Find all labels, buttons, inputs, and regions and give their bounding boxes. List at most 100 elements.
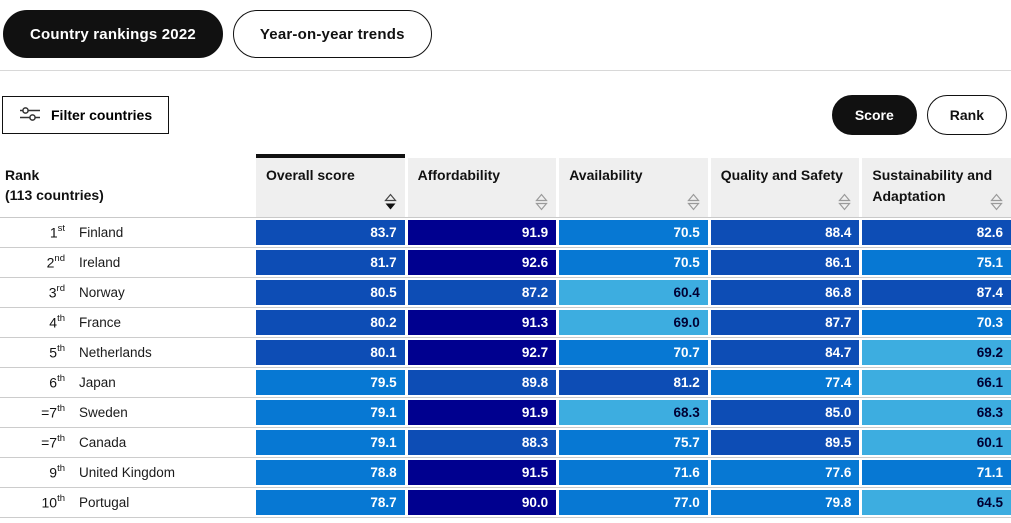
score-cell-availability: 60.4 bbox=[559, 280, 708, 305]
score-cell-affordability: 91.9 bbox=[407, 220, 557, 245]
rankings-table: Rank (113 countries) Overall score Afford… bbox=[0, 154, 1011, 518]
table-row-sweden[interactable]: =7th Sweden 79.1 91.9 68.3 85.0 68.3 bbox=[0, 398, 1011, 428]
rank-value: 10th bbox=[41, 493, 65, 511]
score-cell-affordability: 87.2 bbox=[407, 280, 557, 305]
table-row-ireland[interactable]: 2nd Ireland 81.7 92.6 70.5 86.1 75.1 bbox=[0, 248, 1011, 278]
score-cell-availability: 81.2 bbox=[559, 370, 708, 395]
score-cell-affordability: 91.9 bbox=[407, 400, 557, 425]
table-header-row: Rank (113 countries) Overall score Afford… bbox=[0, 154, 1011, 218]
tab-year-on-year-trends[interactable]: Year-on-year trends bbox=[232, 10, 432, 58]
score-cell-affordability: 91.5 bbox=[407, 460, 557, 485]
column-header-quality-and-safety[interactable]: Quality and Safety bbox=[710, 154, 860, 217]
column-header-label: Sustainability and Adaptation bbox=[872, 167, 993, 204]
score-cell-sustainability-and-adaptation: 82.6 bbox=[862, 220, 1011, 245]
score-cell-overall-score: 79.1 bbox=[256, 430, 405, 455]
score-cell-overall-score: 80.2 bbox=[256, 310, 405, 335]
score-cell-overall-score: 79.5 bbox=[256, 370, 405, 395]
table-row-japan[interactable]: 6th Japan 79.5 89.8 81.2 77.4 66.1 bbox=[0, 368, 1011, 398]
score-cell-availability: 70.5 bbox=[559, 250, 708, 275]
score-cell-quality-and-safety: 89.5 bbox=[710, 430, 860, 455]
country-cell: 6th Japan bbox=[0, 368, 253, 397]
country-name: Portugal bbox=[79, 495, 130, 510]
score-cell-overall-score: 80.1 bbox=[256, 340, 405, 365]
table-row-canada[interactable]: =7th Canada 79.1 88.3 75.7 89.5 60.1 bbox=[0, 428, 1011, 458]
sort-toggle-icon bbox=[990, 193, 1003, 211]
country-name: Japan bbox=[79, 375, 116, 390]
rank-column-header: Rank (113 countries) bbox=[0, 154, 253, 217]
score-cell-sustainability-and-adaptation: 87.4 bbox=[862, 280, 1011, 305]
table-row-finland[interactable]: 1st Finland 83.7 91.9 70.5 88.4 82.6 bbox=[0, 218, 1011, 248]
score-cell-quality-and-safety: 88.4 bbox=[710, 220, 860, 245]
sort-descending-icon bbox=[383, 193, 397, 211]
score-cell-sustainability-and-adaptation: 66.1 bbox=[862, 370, 1011, 395]
score-cell-availability: 70.5 bbox=[559, 220, 708, 245]
score-cell-quality-and-safety: 84.7 bbox=[710, 340, 860, 365]
score-cell-affordability: 92.6 bbox=[407, 250, 557, 275]
table-row-netherlands[interactable]: 5th Netherlands 80.1 92.7 70.7 84.7 69.2 bbox=[0, 338, 1011, 368]
score-cell-availability: 77.0 bbox=[559, 490, 708, 515]
score-cell-affordability: 92.7 bbox=[407, 340, 557, 365]
tab-country-rankings-2022[interactable]: Country rankings 2022 bbox=[3, 10, 223, 58]
score-cell-availability: 68.3 bbox=[559, 400, 708, 425]
rank-value: 5th bbox=[49, 343, 65, 361]
score-cell-sustainability-and-adaptation: 70.3 bbox=[862, 310, 1011, 335]
score-cell-availability: 70.7 bbox=[559, 340, 708, 365]
table-row-france[interactable]: 4th France 80.2 91.3 69.0 87.7 70.3 bbox=[0, 308, 1011, 338]
column-header-label: Overall score bbox=[266, 167, 355, 183]
view-tabs: Country rankings 2022 Year-on-year trend… bbox=[0, 0, 1011, 58]
score-cell-sustainability-and-adaptation: 64.5 bbox=[862, 490, 1011, 515]
score-cell-quality-and-safety: 86.8 bbox=[710, 280, 860, 305]
rank-value: 2nd bbox=[46, 253, 65, 271]
score-cell-overall-score: 80.5 bbox=[256, 280, 405, 305]
column-header-label: Quality and Safety bbox=[720, 167, 843, 183]
score-cell-quality-and-safety: 85.0 bbox=[710, 400, 860, 425]
score-cell-overall-score: 78.7 bbox=[256, 490, 405, 515]
score-cell-availability: 75.7 bbox=[559, 430, 708, 455]
score-cell-quality-and-safety: 86.1 bbox=[710, 250, 860, 275]
score-cell-overall-score: 78.8 bbox=[256, 460, 405, 485]
table-row-norway[interactable]: 3rd Norway 80.5 87.2 60.4 86.8 87.4 bbox=[0, 278, 1011, 308]
country-name: France bbox=[79, 315, 122, 330]
filter-countries-button[interactable]: Filter countries bbox=[2, 96, 170, 134]
score-cell-sustainability-and-adaptation: 60.1 bbox=[862, 430, 1011, 455]
column-header-sustainability-and-adaptation[interactable]: Sustainability and Adaptation bbox=[862, 154, 1011, 217]
score-cell-overall-score: 79.1 bbox=[256, 400, 405, 425]
score-cell-affordability: 88.3 bbox=[407, 430, 557, 455]
score-cell-affordability: 91.3 bbox=[407, 310, 557, 335]
score-cell-overall-score: 83.7 bbox=[256, 220, 405, 245]
score-cell-sustainability-and-adaptation: 75.1 bbox=[862, 250, 1011, 275]
controls-bar: Filter countries Score Rank bbox=[0, 71, 1011, 135]
filter-sliders-icon bbox=[19, 105, 41, 126]
score-cell-sustainability-and-adaptation: 68.3 bbox=[862, 400, 1011, 425]
rank-header-line2: (113 countries) bbox=[5, 187, 104, 203]
country-name: Finland bbox=[79, 225, 124, 240]
country-cell: 5th Netherlands bbox=[0, 338, 253, 367]
score-cell-availability: 71.6 bbox=[559, 460, 708, 485]
rank-value: 6th bbox=[49, 373, 65, 391]
table-body: 1st Finland 83.7 91.9 70.5 88.4 82.6 2nd Ireland… bbox=[0, 218, 1011, 518]
score-rank-toggle: Score Rank bbox=[831, 95, 1007, 135]
country-cell: 3rd Norway bbox=[0, 278, 253, 307]
column-header-affordability[interactable]: Affordability bbox=[407, 154, 557, 217]
country-cell: =7th Sweden bbox=[0, 398, 253, 427]
score-cell-sustainability-and-adaptation: 69.2 bbox=[862, 340, 1011, 365]
country-name: Netherlands bbox=[79, 345, 152, 360]
score-cell-availability: 69.0 bbox=[559, 310, 708, 335]
table-row-united-kingdom[interactable]: 9th United Kingdom 78.8 91.5 71.6 77.6 71.1 bbox=[0, 458, 1011, 488]
rank-value: =7th bbox=[41, 403, 65, 421]
score-cell-affordability: 89.8 bbox=[407, 370, 557, 395]
country-name: United Kingdom bbox=[79, 465, 176, 480]
rank-value: =7th bbox=[41, 433, 65, 451]
rank-value: 3rd bbox=[48, 283, 65, 301]
country-cell: 4th France bbox=[0, 308, 253, 337]
score-cell-quality-and-safety: 77.6 bbox=[710, 460, 860, 485]
column-header-availability[interactable]: Availability bbox=[559, 154, 708, 217]
divider bbox=[0, 70, 1011, 71]
score-cell-sustainability-and-adaptation: 71.1 bbox=[862, 460, 1011, 485]
table-row-portugal[interactable]: 10th Portugal 78.7 90.0 77.0 79.8 64.5 bbox=[0, 488, 1011, 518]
sort-toggle-icon bbox=[535, 193, 548, 211]
column-header-overall-score[interactable]: Overall score bbox=[256, 154, 405, 217]
country-cell: 1st Finland bbox=[0, 218, 253, 247]
rank-toggle-button[interactable]: Rank bbox=[926, 95, 1007, 135]
score-toggle-button[interactable]: Score bbox=[831, 95, 917, 135]
